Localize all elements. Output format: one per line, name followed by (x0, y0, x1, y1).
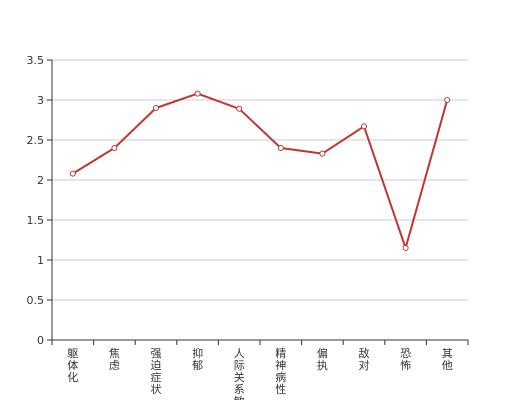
data-point[interactable] (194, 90, 201, 97)
data-point[interactable] (361, 123, 367, 130)
y-tick: 0 (37, 334, 52, 347)
y-tick-label: 1 (37, 254, 44, 267)
y-tick: 1.5 (27, 214, 52, 227)
x-tick-label: 焦虑 (109, 347, 120, 372)
y-tick-label: 3.5 (27, 54, 45, 67)
data-point[interactable] (111, 145, 118, 151)
y-tick: 0.5 (27, 294, 52, 307)
y-tick: 3 (37, 94, 52, 107)
data-points (69, 90, 451, 251)
y-tick: 1 (37, 254, 52, 267)
data-point[interactable] (319, 150, 326, 157)
x-tick-label: 精神病性 (275, 347, 286, 396)
x-tick-label: 强迫症状 (151, 347, 162, 396)
data-point[interactable] (444, 97, 451, 103)
y-tick-label: 0.5 (27, 294, 45, 307)
y-tick-label: 2 (37, 174, 44, 187)
y-tick: 2 (37, 174, 52, 187)
x-tick-label: 敌对 (359, 346, 370, 372)
y-tick-label: 3 (37, 94, 44, 107)
gridlines (52, 59, 468, 301)
y-tick: 2.5 (27, 134, 52, 147)
data-point[interactable] (153, 105, 159, 111)
y-tick-label: 2.5 (27, 134, 45, 147)
series-polyline (72, 92, 449, 249)
data-point[interactable] (277, 145, 284, 151)
data-point[interactable] (402, 245, 409, 251)
x-tick-label: 其他 (442, 347, 453, 372)
y-tick-label: 1.5 (27, 214, 45, 227)
y-axis: 0 0.5 1 1.5 2 2.5 3 3.5 (27, 54, 53, 347)
y-tick-label: 0 (37, 334, 44, 347)
data-point[interactable] (69, 170, 76, 177)
y-tick: 3.5 (27, 54, 52, 67)
data-point[interactable] (236, 105, 243, 112)
x-tick-label: 恐怖 (400, 347, 411, 372)
x-axis: 躯体化 焦虑 强迫症状 抑郁 人际关系敏感 精神病性 偏执 敌对 恐怖 其他 (51, 339, 469, 400)
x-tick-label: 躯体化 (67, 347, 78, 384)
series-line (72, 92, 449, 249)
x-tick-label: 人际关系敏感 (234, 347, 245, 400)
x-tick-label: 抑郁 (192, 346, 203, 372)
x-tick-label: 偏执 (317, 346, 328, 372)
